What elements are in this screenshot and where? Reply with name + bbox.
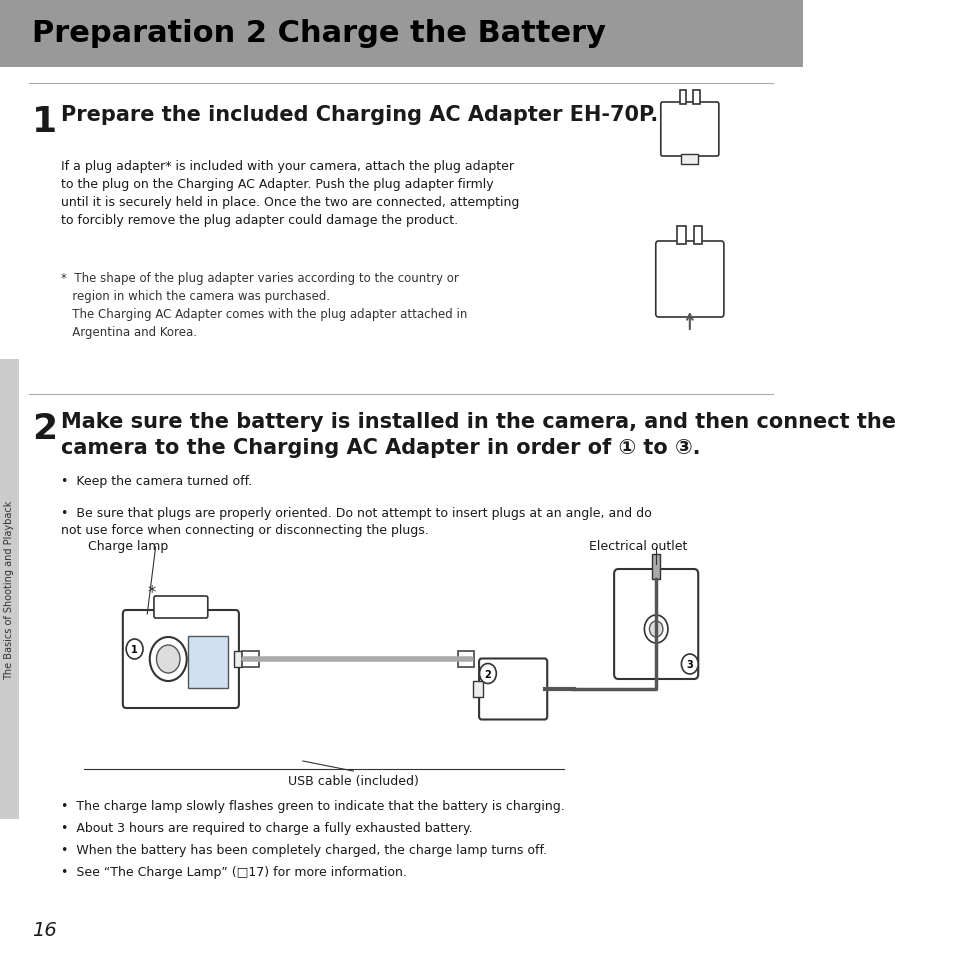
Circle shape — [156, 645, 180, 673]
Text: •  Keep the camera turned off.: • Keep the camera turned off. — [60, 475, 252, 488]
FancyBboxPatch shape — [478, 659, 547, 720]
FancyBboxPatch shape — [651, 555, 659, 579]
Text: •  When the battery has been completely charged, the charge lamp turns off.: • When the battery has been completely c… — [60, 843, 546, 856]
Text: •  Be sure that plugs are properly oriented. Do not attempt to insert plugs at a: • Be sure that plugs are properly orient… — [60, 506, 651, 537]
Circle shape — [649, 621, 662, 638]
FancyBboxPatch shape — [677, 227, 685, 245]
Text: If a plug adapter* is included with your camera, attach the plug adapter
to the : If a plug adapter* is included with your… — [60, 160, 518, 227]
Text: The Basics of Shooting and Playback: The Basics of Shooting and Playback — [4, 499, 14, 679]
Text: Preparation 2 Charge the Battery: Preparation 2 Charge the Battery — [32, 19, 605, 49]
Circle shape — [126, 639, 143, 659]
Text: •  About 3 hours are required to charge a fully exhausted battery.: • About 3 hours are required to charge a… — [60, 821, 472, 834]
Text: Prepare the included Charging AC Adapter EH-70P.: Prepare the included Charging AC Adapter… — [60, 105, 658, 125]
Text: 1: 1 — [32, 105, 57, 139]
Text: Electrical outlet: Electrical outlet — [588, 539, 686, 553]
FancyBboxPatch shape — [680, 154, 698, 165]
Text: •  See “The Charge Lamp” (□17) for more information.: • See “The Charge Lamp” (□17) for more i… — [60, 865, 406, 878]
FancyBboxPatch shape — [0, 0, 801, 68]
Text: *: * — [147, 583, 155, 601]
Circle shape — [680, 655, 698, 675]
Text: 3: 3 — [686, 659, 693, 669]
Text: •  The charge lamp slowly flashes green to indicate that the battery is charging: • The charge lamp slowly flashes green t… — [60, 800, 564, 812]
FancyBboxPatch shape — [233, 651, 242, 667]
Text: 1: 1 — [132, 644, 138, 655]
FancyBboxPatch shape — [242, 651, 259, 667]
FancyBboxPatch shape — [153, 597, 208, 618]
Text: USB cable (included): USB cable (included) — [288, 774, 418, 787]
FancyBboxPatch shape — [693, 227, 701, 245]
FancyBboxPatch shape — [660, 103, 719, 157]
Text: Charge lamp: Charge lamp — [89, 539, 169, 553]
FancyBboxPatch shape — [679, 91, 686, 105]
Text: 16: 16 — [32, 920, 56, 939]
Circle shape — [643, 616, 667, 643]
FancyBboxPatch shape — [655, 242, 723, 317]
Text: 2: 2 — [484, 669, 491, 679]
Circle shape — [479, 664, 496, 684]
FancyBboxPatch shape — [189, 637, 228, 688]
Text: 2: 2 — [32, 412, 57, 446]
FancyBboxPatch shape — [693, 91, 700, 105]
FancyBboxPatch shape — [0, 359, 18, 820]
FancyBboxPatch shape — [473, 681, 483, 698]
Circle shape — [150, 638, 187, 681]
Text: Make sure the battery is installed in the camera, and then connect the
camera to: Make sure the battery is installed in th… — [60, 412, 895, 458]
FancyBboxPatch shape — [123, 610, 238, 708]
Text: *  The shape of the plug adapter varies according to the country or
   region in: * The shape of the plug adapter varies a… — [60, 272, 466, 338]
FancyBboxPatch shape — [458, 651, 473, 667]
FancyBboxPatch shape — [614, 569, 698, 679]
